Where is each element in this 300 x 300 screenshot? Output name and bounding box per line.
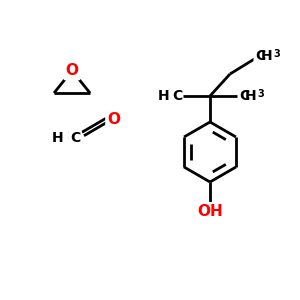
Text: OH: OH [197, 203, 223, 218]
Text: 3: 3 [257, 89, 264, 99]
Text: C: C [172, 89, 182, 103]
Text: 3: 3 [273, 49, 280, 59]
Text: H: H [158, 89, 170, 103]
Text: H: H [51, 131, 63, 145]
Text: O: O [65, 63, 79, 78]
Text: H: H [245, 89, 257, 103]
Text: 2: 2 [67, 131, 74, 141]
Text: C: C [239, 89, 249, 103]
Text: O: O [107, 112, 121, 128]
Text: C: C [70, 131, 80, 145]
Text: C: C [255, 49, 265, 63]
Text: H: H [261, 49, 273, 63]
Text: 3: 3 [170, 89, 177, 99]
